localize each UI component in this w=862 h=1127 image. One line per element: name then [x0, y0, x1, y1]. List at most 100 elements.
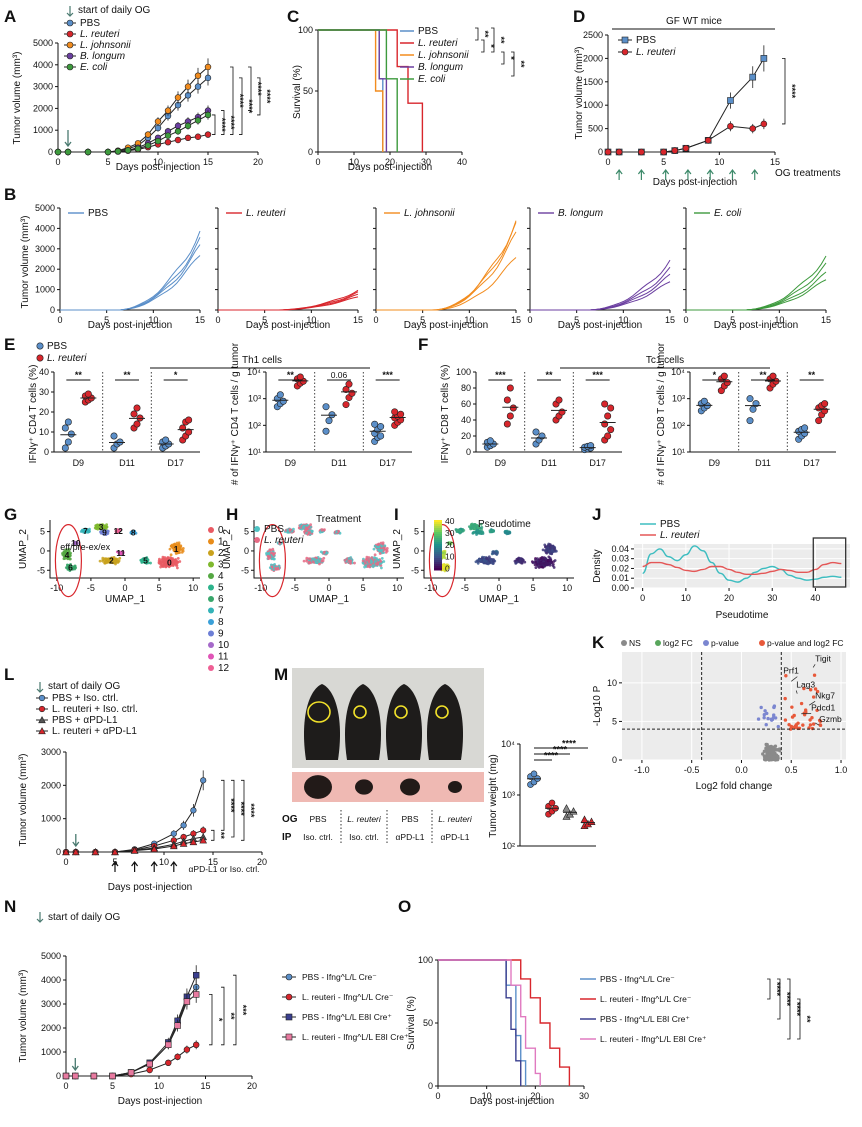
panel-J-xtick-label: 40 — [810, 593, 820, 603]
panel-label-B: B — [4, 185, 16, 204]
panel-H-cell — [385, 549, 389, 553]
panel-I-cell — [478, 530, 482, 533]
panel-L-point — [200, 827, 207, 834]
panel-G-cell — [166, 560, 169, 564]
panel-C-curve-1 — [318, 29, 424, 152]
panel-E-left-ytick-label: 10 — [39, 427, 49, 437]
panel-C-sig-label: * — [506, 56, 516, 60]
panel-F-right-point — [821, 400, 829, 408]
panel-C-sig-label: ** — [496, 36, 506, 44]
panel-K-gene-point — [769, 750, 774, 755]
panel-N-ytick-label: 5000 — [41, 951, 61, 961]
panel-L-ytick-label: 3000 — [41, 747, 61, 757]
panel-B-0-xtick-label: 5 — [104, 315, 109, 325]
panel-F-left-ytick-label: 60 — [461, 399, 471, 409]
panel-label-N: N — [4, 897, 16, 916]
panel-I-xlabel: UMAP_1 — [479, 594, 519, 605]
panel-I-colorbar-label: 0 — [445, 564, 450, 574]
panel-N-xtick-label: 10 — [154, 1081, 164, 1091]
panel-H-cell — [272, 553, 276, 556]
panel-B-0-xtick-label: 0 — [57, 315, 62, 325]
panel-K-legend-swatch — [703, 640, 709, 646]
panel-G-points — [61, 523, 185, 572]
panel-O-sig-label: ** — [802, 1015, 812, 1023]
panel-J-ytick-label: 0.03 — [611, 554, 629, 564]
panel-L-legend-marker — [38, 705, 46, 713]
panel-G-cell — [175, 566, 179, 570]
panel-N-legend-marker — [285, 1033, 293, 1041]
panel-D-point — [704, 137, 712, 144]
panel-F-right-point — [720, 372, 728, 380]
panel-G-legend-label: 7 — [218, 606, 224, 617]
panel-B-0-ytick-label: 0 — [50, 305, 55, 315]
panel-A-ylabel: Tumor volume (mm³) — [12, 52, 23, 145]
panel-H-cell — [322, 551, 326, 554]
panel-G-legend-swatch — [208, 619, 214, 625]
panel-B-0-curve — [60, 255, 201, 311]
panel-C-curve-2 — [318, 29, 384, 152]
panel-K-gene-point — [776, 724, 780, 729]
panel-F-left-ytick-label: 100 — [456, 367, 471, 377]
panel-H-cell — [369, 563, 372, 567]
panel-H-cell — [307, 561, 311, 565]
panel-H-cell — [380, 548, 384, 552]
panel-I-xtick-label: 10 — [562, 583, 572, 593]
panel-A-sig-label: **** — [244, 99, 254, 114]
panel-A-ytick-label: 5000 — [33, 38, 53, 48]
panel-D-xlabel: Days post-injection — [653, 177, 737, 188]
panel-A-xtick-label: 10 — [153, 157, 163, 167]
panel-O-sig-label: **** — [772, 982, 782, 997]
panel-I-cell — [471, 526, 474, 530]
panel-L-og-arrow — [72, 834, 80, 848]
panel-H-cell — [274, 566, 278, 570]
panel-F-right-point — [746, 395, 754, 403]
panel-A-point — [54, 148, 62, 156]
panel-F-left-sig: ** — [545, 370, 553, 380]
panel-D-ytick-label: 2000 — [583, 53, 603, 63]
panel-O-ytick-label: 0 — [428, 1081, 433, 1091]
panel-G-cell — [114, 562, 117, 566]
panel-label-C: C — [287, 7, 299, 26]
panel-G-xtick-label: -10 — [50, 583, 63, 593]
panel-G-cell — [173, 558, 177, 562]
panel-N-xlabel: Days post-injection — [118, 1096, 202, 1107]
panel-H-cell — [349, 559, 353, 563]
panel-B-2-curve — [376, 257, 517, 311]
panel-N-point — [109, 1072, 116, 1080]
panel-N-point — [72, 1072, 79, 1080]
panel-A-point — [174, 122, 182, 130]
panel-C-sig-label: * — [486, 44, 496, 48]
panel-A-point — [154, 124, 162, 132]
panel-A-point — [164, 138, 172, 146]
panel-F-right-ytick-label: 10¹ — [672, 447, 685, 457]
panel-O-xlabel: Days post-injection — [470, 1096, 554, 1107]
panel-E-left-ytick-label: 0 — [44, 447, 49, 457]
panel-K-gene-point — [808, 723, 813, 727]
panel-K-xtick-label: 0.5 — [785, 765, 798, 775]
panel-F-right-ytick-label: 10⁴ — [671, 367, 685, 377]
panel-M-row-ip: IP — [282, 832, 292, 843]
panel-G-xtick-label: -5 — [87, 583, 95, 593]
panel-G-ylabel: UMAP_2 — [18, 529, 29, 569]
panel-E-left-point — [84, 390, 92, 398]
panel-E-left-point — [185, 428, 193, 436]
panel-F-right-ytick-label: 10³ — [672, 394, 685, 404]
panel-L-legend-label: PBS + αPD-L1 — [52, 715, 118, 726]
panel-G-cluster-label: 1 — [174, 544, 179, 554]
panel-M-sig: **** — [562, 739, 577, 749]
panel-O-curve-2 — [438, 959, 522, 1086]
panel-H-cell — [353, 561, 356, 565]
panel-G-cluster-label: 6 — [68, 563, 73, 573]
panel-I-cell — [544, 557, 548, 561]
panel-I-xtick-label: 0 — [496, 583, 501, 593]
panel-L-ytick-label: 2000 — [41, 780, 61, 790]
panel-A-point — [154, 118, 162, 125]
panel-E-right-point — [391, 408, 399, 416]
panel-J-legend-pbs: PBS — [660, 519, 680, 530]
panel-E-left-point — [133, 404, 141, 412]
panel-N-legend-marker — [285, 993, 293, 1001]
panel-B-4-xtick-label: 0 — [683, 315, 688, 325]
panel-N-point — [146, 1066, 153, 1074]
panel-A-point — [184, 134, 192, 142]
panel-B-0-ytick-label: 2000 — [35, 264, 55, 274]
